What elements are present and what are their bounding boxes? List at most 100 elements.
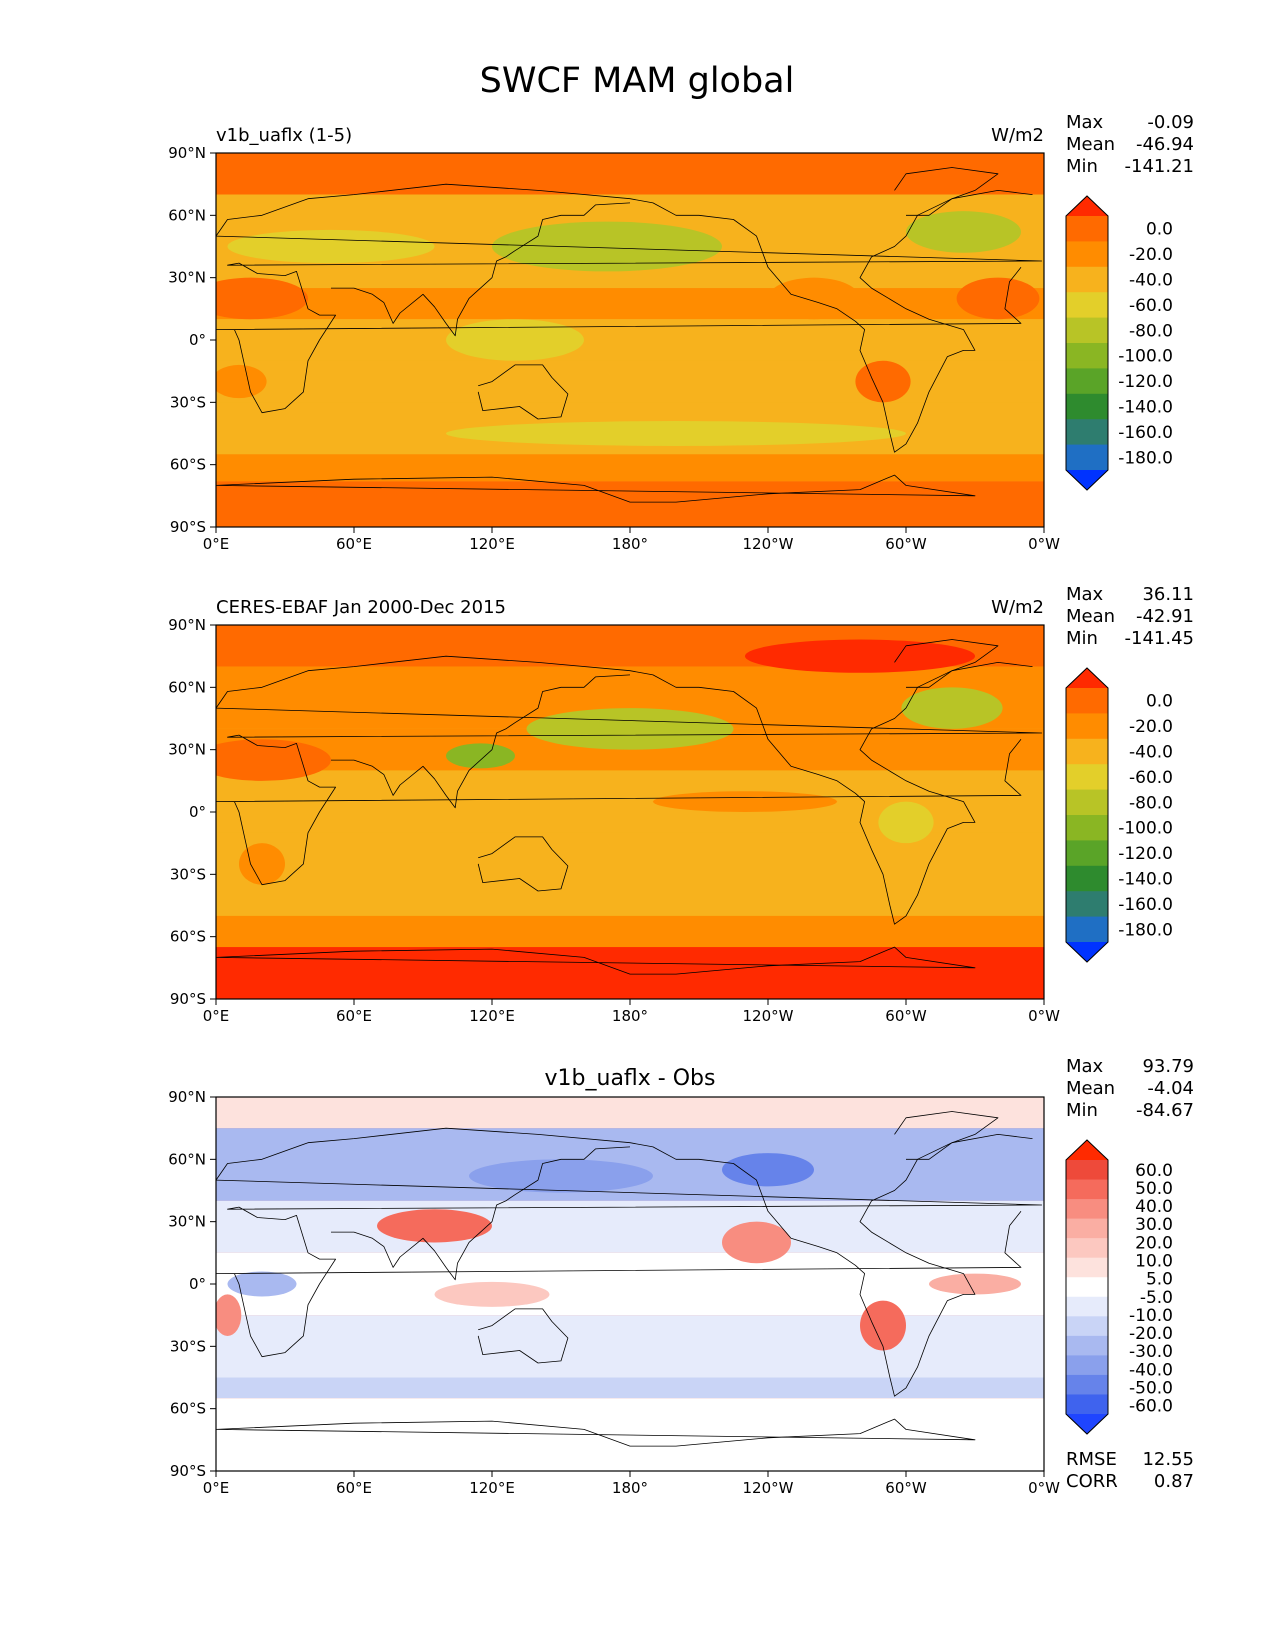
field-region — [901, 687, 1003, 729]
stat-min-label: Min — [1066, 628, 1098, 649]
panel-2: 0°E 60°E 120°E 180° 120°W 60°W 0°W 90°N 60°N 30°N… — [168, 584, 1194, 1025]
field-region — [745, 639, 975, 673]
field-region — [956, 277, 1040, 320]
lat-band — [216, 1377, 1044, 1399]
figure-title: SWCF MAM global — [480, 61, 795, 101]
colorbar-tick-label: -140.0 — [1118, 398, 1173, 418]
field-region — [377, 1209, 492, 1243]
colorbar-swatch — [1066, 1218, 1108, 1239]
coastline — [216, 183, 1033, 453]
lat-band — [216, 1200, 1044, 1253]
field-region — [469, 1159, 653, 1193]
x-tick-label: 120°W — [743, 1007, 794, 1025]
panel-units: W/m2 — [991, 125, 1044, 146]
colorbar-swatch — [1066, 266, 1108, 293]
field-region — [446, 743, 515, 769]
coastline — [477, 364, 569, 420]
x-tick-label: 60°W — [885, 1479, 927, 1497]
colorbar-swatch — [1066, 1335, 1108, 1356]
lat-band — [216, 360, 1044, 403]
colorbar-tick-label: 30.0 — [1135, 1215, 1173, 1235]
lat-band — [216, 1097, 1044, 1129]
colorbar-tick-label: -100.0 — [1118, 347, 1173, 367]
colorbar-swatch — [1066, 1179, 1108, 1200]
panel-units: W/m2 — [991, 597, 1044, 618]
colorbar-swatch — [1066, 216, 1108, 242]
stat-mean-label: Mean — [1066, 134, 1115, 155]
y-tick-label: 30°N — [168, 269, 206, 287]
colorbar-tick-label: 5.0 — [1146, 1270, 1173, 1290]
colorbar-swatch — [1066, 292, 1108, 319]
coastline — [216, 1179, 1043, 1358]
colorbar: 0.0 -20.0 -40.0 -60.0 -80.0 -100.0 -120.0 -140.… — [1065, 195, 1173, 491]
stat-mean-value: -4.04 — [1147, 1078, 1194, 1099]
colorbar-tick-label: 50.0 — [1135, 1179, 1173, 1199]
lat-band — [216, 1315, 1044, 1378]
colorbar-swatch — [1066, 444, 1108, 471]
y-tick-label: 60°S — [170, 1400, 206, 1418]
stat-rmse-value: 12.55 — [1142, 1449, 1194, 1470]
stat-rmse-label: RMSE — [1066, 1449, 1117, 1470]
colorbar-tick-label: 0.0 — [1146, 692, 1173, 712]
field-region — [216, 277, 308, 320]
lat-band — [216, 454, 1044, 482]
colorbar-tick-label: -140.0 — [1118, 870, 1173, 890]
colorbar-extend-max — [1066, 668, 1108, 688]
y-tick-label: 30°N — [168, 741, 206, 759]
panel-left-title: v1b_uaflx (1-5) — [216, 125, 352, 146]
stat-min-label: Min — [1066, 156, 1098, 177]
x-tick-label: 60°E — [336, 1479, 372, 1497]
x-tick-label: 120°E — [469, 535, 515, 553]
y-tick-label: 30°S — [170, 865, 206, 883]
colorbar-tick-label: -10.0 — [1129, 1306, 1173, 1326]
field-region — [722, 1221, 791, 1264]
stat-corr-label: CORR — [1066, 1471, 1118, 1492]
stat-max-label: Max — [1066, 584, 1104, 605]
coastline — [216, 474, 976, 503]
colorbar-swatch — [1066, 688, 1108, 714]
colorbar-tick-label: 60.0 — [1135, 1161, 1173, 1181]
colorbar-swatch — [1066, 1355, 1108, 1376]
stat-mean-label: Mean — [1066, 1078, 1115, 1099]
lat-band — [216, 832, 1044, 916]
colorbar-extend-min — [1066, 470, 1108, 490]
field-region — [216, 364, 267, 399]
colorbar-tick-label: -60.0 — [1129, 296, 1173, 316]
colorbar-outline — [1065, 195, 1109, 491]
colorbar-swatch — [1066, 1199, 1108, 1220]
colorbar-tick-label: 40.0 — [1135, 1197, 1173, 1217]
colorbar-swatch — [1066, 1374, 1108, 1395]
field-region — [860, 1300, 906, 1351]
stat-mean-value: -46.94 — [1136, 134, 1194, 155]
x-tick-label: 0°W — [1028, 1479, 1060, 1497]
x-tick-label: 180° — [612, 535, 648, 553]
y-tick-label: 90°N — [168, 1088, 206, 1106]
map-field — [216, 1097, 1044, 1471]
field-region — [878, 801, 934, 844]
coastline — [477, 1308, 569, 1364]
y-tick-label: 90°N — [168, 144, 206, 162]
lat-band — [216, 1252, 1044, 1316]
lat-band — [216, 947, 1044, 999]
colorbar-tick-label: -5.0 — [1140, 1288, 1173, 1308]
stat-min-label: Min — [1066, 1100, 1098, 1121]
colorbar-extend-min — [1066, 942, 1108, 962]
colorbar-swatch — [1066, 317, 1108, 344]
y-tick-label: 90°S — [170, 518, 206, 536]
colorbar-tick-label: -120.0 — [1118, 372, 1173, 392]
colorbar-tick-label: -60.0 — [1129, 768, 1173, 788]
stat-min-value: -84.67 — [1136, 1100, 1194, 1121]
y-tick-label: 90°S — [170, 1462, 206, 1480]
colorbar-tick-label: -100.0 — [1118, 819, 1173, 839]
colorbar-tick-label: -30.0 — [1129, 1342, 1173, 1362]
field-region — [906, 211, 1021, 253]
colorbar-tick-label: 10.0 — [1135, 1251, 1173, 1271]
map-field — [216, 625, 1044, 999]
stat-mean-value: -42.91 — [1136, 606, 1194, 627]
x-tick-label: 120°E — [469, 1479, 515, 1497]
colorbar-tick-label: -20.0 — [1129, 1324, 1173, 1344]
coastline — [216, 1127, 1033, 1397]
y-tick-label: 30°S — [170, 393, 206, 411]
lat-band — [216, 915, 1044, 948]
